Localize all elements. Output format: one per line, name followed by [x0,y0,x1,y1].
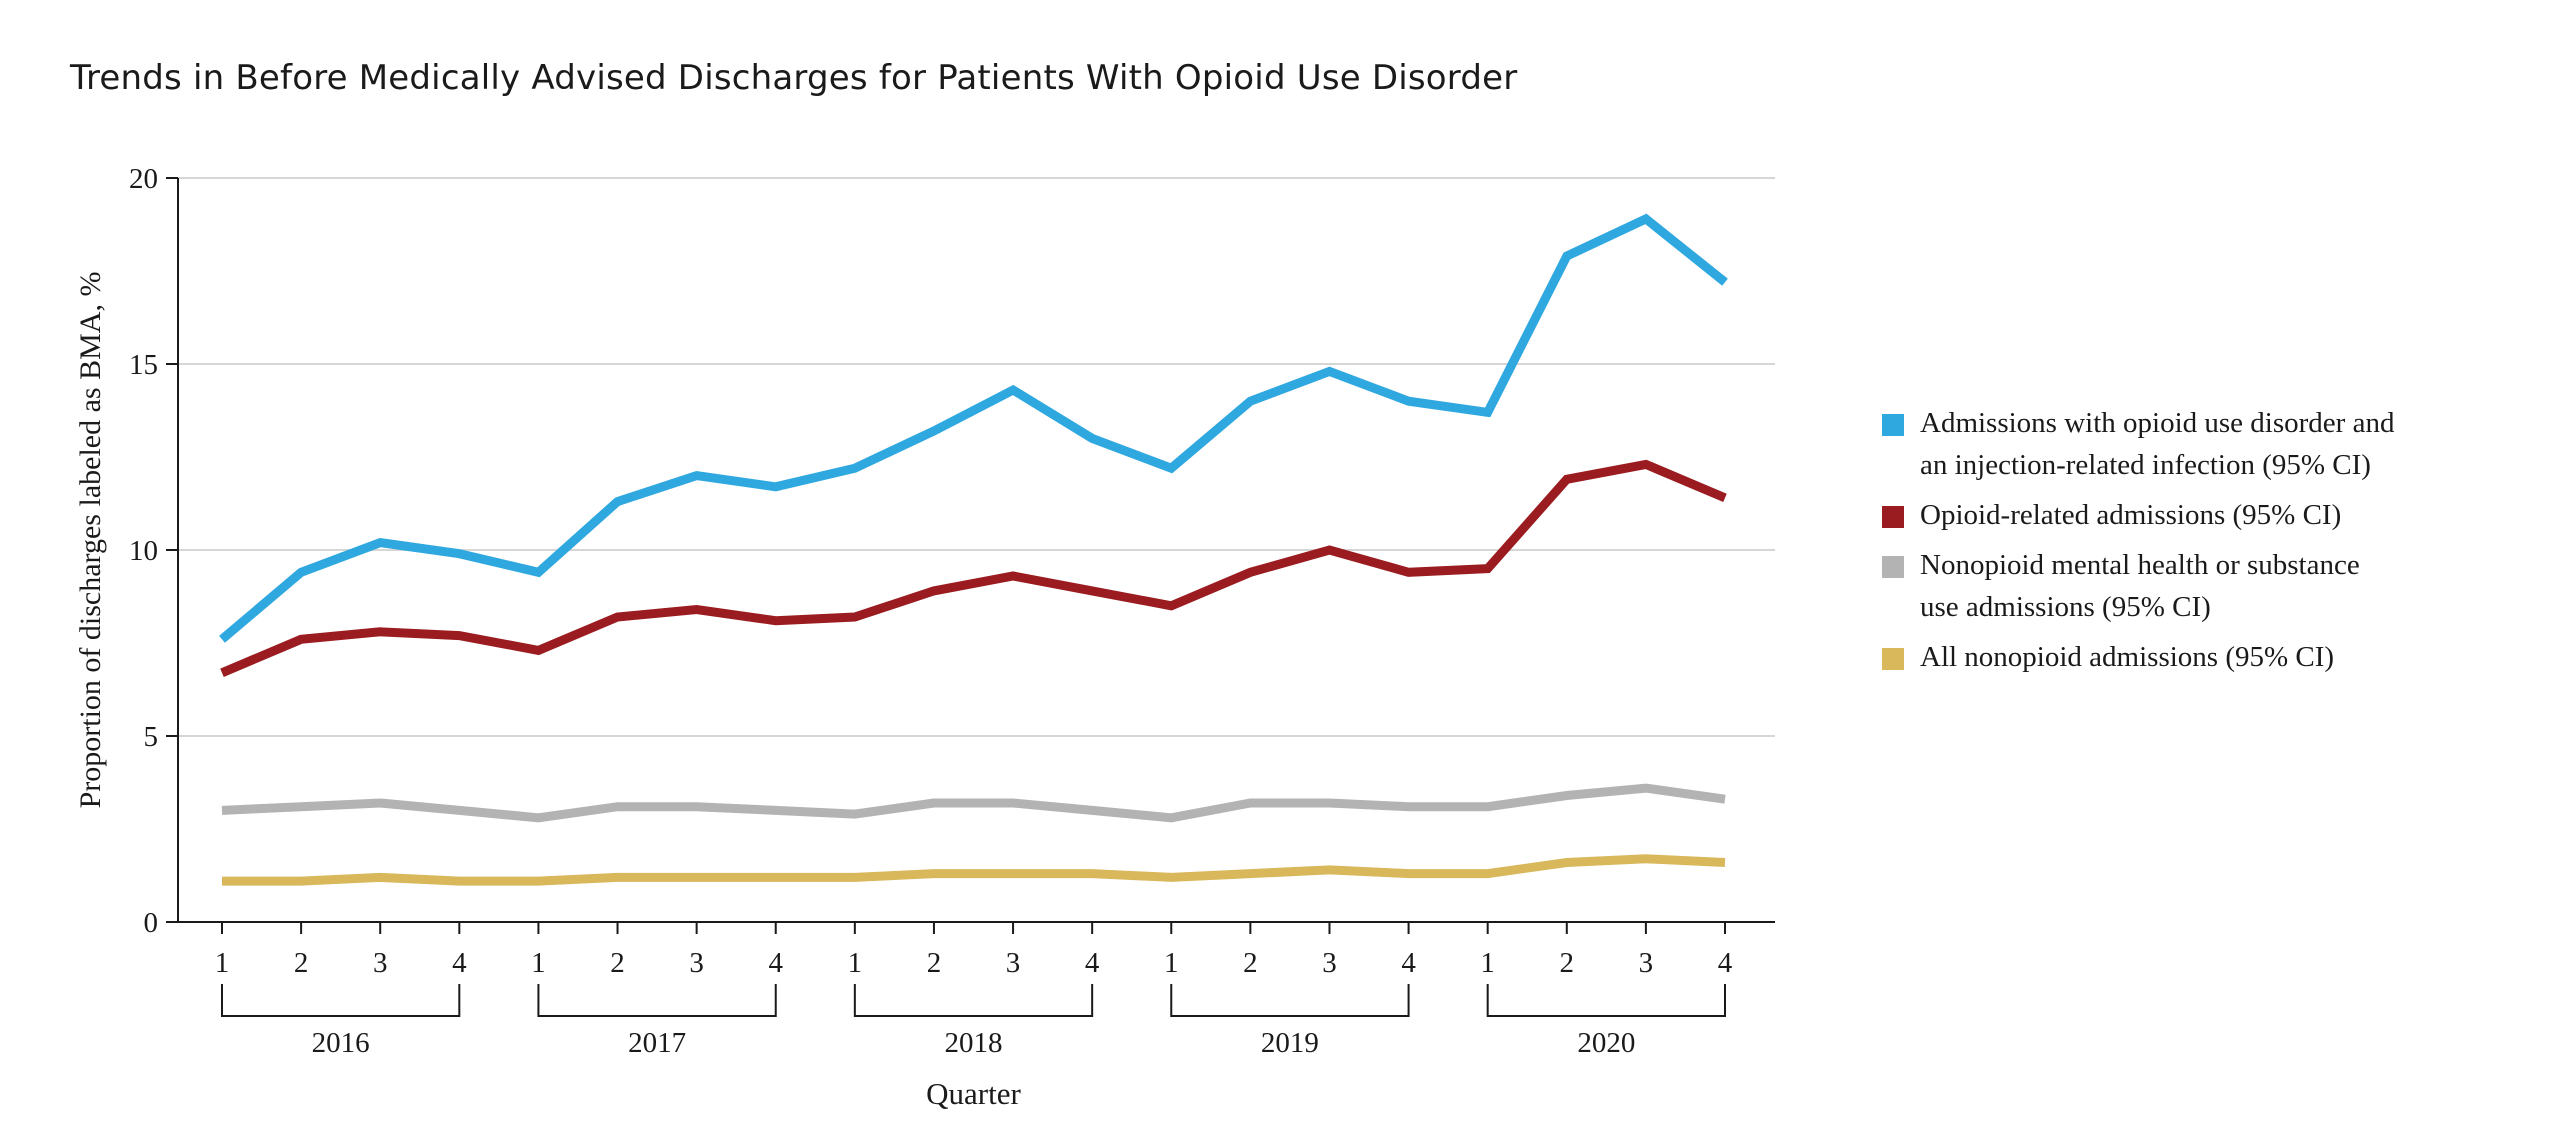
series-line [221,783,1726,823]
x-tick-label: 1 [531,947,546,979]
legend-label: Admissions with opioid use disorder and [1920,407,2395,439]
year-label: 2019 [1261,1027,1319,1059]
legend-swatch [1882,648,1904,670]
x-tick-label: 1 [215,947,230,979]
y-tick-label: 15 [129,349,158,381]
year-bracket [853,984,1094,1017]
x-tick-label: 3 [689,947,704,979]
y-axis-title: Proportion of discharges labeled as BMA,… [74,272,107,809]
year-bracket [1486,984,1726,1017]
x-tick-label: 4 [1085,947,1100,979]
year-bracket [1170,984,1410,1017]
x-tick-label: 3 [1322,947,1337,979]
x-tick-label: 4 [1401,947,1416,979]
x-tick-label: 2 [927,947,942,979]
year-label: 2017 [628,1027,686,1059]
y-tick-label: 0 [144,907,159,939]
legend-item: Admissions with opioid use disorder and a… [1882,402,2502,486]
legend-item: All nonopioid admissions (95% CI) [1882,636,2502,678]
legend-item: Opioid-related admissions (95% CI) [1882,494,2502,536]
x-tick-label: 1 [1480,947,1495,979]
legend: Admissions with opioid use disorder and a… [1882,402,2502,686]
gridlines [178,177,1775,737]
x-tick-label: 1 [848,947,863,979]
x-tick-label: 4 [768,947,783,979]
axes [166,177,1775,1017]
year-bracket [537,984,777,1017]
legend-label: All nonopioid admissions (95% CI) [1920,641,2335,673]
x-tick-label: 3 [1639,947,1654,979]
y-tick-label: 10 [129,535,158,567]
series-line [220,459,1727,677]
year-bracket [221,984,461,1017]
legend-swatch [1882,506,1904,528]
chart-title: Trends in Before Medically Advised Disch… [70,58,1518,98]
x-tick-label: 2 [1243,947,1258,979]
legend-item: Nonopioid mental health or substance use … [1882,544,2502,628]
legend-label: an injection-related infection (95% CI) [1920,449,2371,481]
series-lines [219,213,1728,886]
x-tick-label: 3 [373,947,388,979]
x-tick-label: 3 [1006,947,1021,979]
year-label: 2016 [312,1027,370,1059]
year-label: 2020 [1577,1027,1635,1059]
y-tick-label: 5 [144,721,159,753]
x-tick-label: 4 [1718,947,1733,979]
series-line [219,213,1728,643]
legend-label: Nonopioid mental health or substance [1920,549,2360,581]
x-tick-label: 2 [294,947,309,979]
series-line [222,854,1726,886]
legend-label: use admissions (95% CI) [1920,591,2211,623]
legend-swatch [1882,414,1904,436]
x-tick-label: 2 [1560,947,1575,979]
legend-label: Opioid-related admissions (95% CI) [1920,499,2342,531]
year-label: 2018 [945,1027,1003,1059]
x-tick-label: 2 [610,947,625,979]
x-tick-label: 4 [452,947,467,979]
axis-labels: 0 5 10 15 20 1 2 3 4 1 2 3 4 1 2 3 4 1 2 3 4 1 2 3 4 2016 2017 2018… [74,163,1733,1111]
x-tick-label: 1 [1164,947,1179,979]
y-tick-label: 20 [129,163,158,195]
x-axis-title: Quarter [926,1076,1021,1111]
legend-swatch [1882,556,1904,578]
